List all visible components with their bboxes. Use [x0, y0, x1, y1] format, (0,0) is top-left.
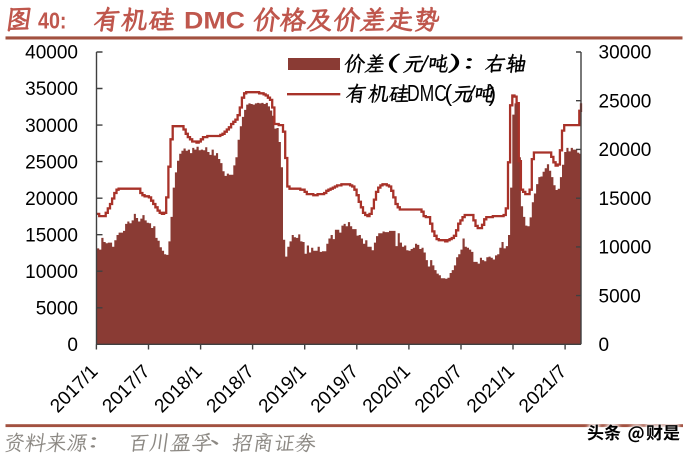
svg-text:40:: 40:	[38, 8, 67, 34]
svg-text:5000: 5000	[599, 286, 641, 307]
svg-text:10000: 10000	[599, 238, 652, 259]
svg-text:25000: 25000	[599, 91, 652, 112]
svg-text:15000: 15000	[25, 225, 78, 246]
svg-text:30000: 30000	[25, 116, 78, 137]
svg-text:DMC: DMC	[407, 80, 447, 106]
svg-text:15000: 15000	[599, 189, 652, 210]
svg-text:(: (	[445, 80, 453, 106]
svg-text:0: 0	[67, 335, 78, 356]
svg-text:5000: 5000	[36, 299, 78, 320]
svg-text:10000: 10000	[25, 262, 78, 283]
svg-text:20000: 20000	[599, 140, 652, 161]
svg-text:25000: 25000	[25, 152, 78, 173]
svg-text:DMC: DMC	[184, 8, 245, 35]
svg-text:0: 0	[599, 335, 610, 356]
svg-text:): )	[489, 80, 497, 106]
svg-text:30000: 30000	[599, 43, 652, 64]
svg-text:35000: 35000	[25, 79, 78, 100]
svg-text:40000: 40000	[25, 43, 78, 64]
svg-text:20000: 20000	[25, 189, 78, 210]
